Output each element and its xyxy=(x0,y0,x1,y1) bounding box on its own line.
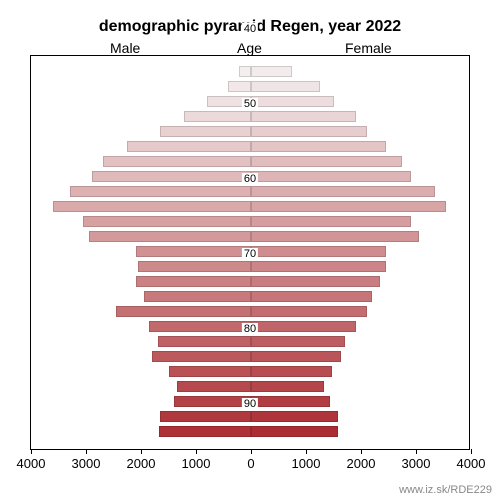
female-bar xyxy=(251,126,367,137)
male-bar xyxy=(184,111,251,122)
male-bar xyxy=(70,186,252,197)
female-bar xyxy=(251,141,386,152)
female-bar xyxy=(251,156,402,167)
female-bar xyxy=(251,66,292,77)
male-bar xyxy=(158,336,252,347)
female-bar xyxy=(251,291,372,302)
female-bar xyxy=(251,426,338,437)
male-bar xyxy=(89,231,251,242)
female-bar xyxy=(251,306,367,317)
x-tick-label: 4000 xyxy=(457,456,486,471)
x-tick-label: 4000 xyxy=(17,456,46,471)
x-tick-label: 0 xyxy=(247,456,254,471)
x-tick-label: 1000 xyxy=(182,456,211,471)
male-bar xyxy=(160,411,251,422)
female-bar xyxy=(251,171,411,182)
male-bar xyxy=(103,156,252,167)
age-tick-label: 90 xyxy=(242,398,258,410)
age-label: Age xyxy=(237,40,262,56)
male-bar xyxy=(177,381,251,392)
male-bar xyxy=(136,276,252,287)
female-bar xyxy=(251,216,411,227)
female-bar xyxy=(251,351,341,362)
female-bar xyxy=(251,201,446,212)
female-bar xyxy=(251,411,338,422)
female-bar xyxy=(251,321,356,332)
male-label: Male xyxy=(110,40,140,56)
x-tick-label: 2000 xyxy=(347,456,376,471)
male-bar xyxy=(116,306,251,317)
female-bar xyxy=(251,81,320,92)
age-tick-label: 40 xyxy=(242,23,258,35)
female-bar xyxy=(251,261,386,272)
age-tick-label: 80 xyxy=(242,323,258,335)
male-bar xyxy=(159,426,251,437)
male-bar xyxy=(149,321,251,332)
x-tick-label: 3000 xyxy=(402,456,431,471)
female-bar xyxy=(251,396,330,407)
female-bar xyxy=(251,246,386,257)
male-bar xyxy=(160,126,251,137)
female-bar xyxy=(251,96,334,107)
male-bar xyxy=(144,291,251,302)
male-bar xyxy=(228,81,251,92)
female-bar xyxy=(251,381,324,392)
x-tick-label: 3000 xyxy=(72,456,101,471)
male-bar xyxy=(174,396,251,407)
female-label: Female xyxy=(345,40,392,56)
female-bar xyxy=(251,231,419,242)
x-tick-label: 1000 xyxy=(292,456,321,471)
female-bar xyxy=(251,276,380,287)
female-bar xyxy=(251,186,435,197)
female-bar xyxy=(251,111,356,122)
age-tick-label: 70 xyxy=(242,248,258,260)
male-bar xyxy=(152,351,251,362)
female-bar xyxy=(251,366,332,377)
female-bar xyxy=(251,336,345,347)
male-bar xyxy=(169,366,252,377)
x-tick-label: 2000 xyxy=(127,456,156,471)
male-bar xyxy=(92,171,252,182)
age-tick-label: 60 xyxy=(242,173,258,185)
male-bar xyxy=(83,216,251,227)
chart-area: 400030002000100001000200030004000 908070… xyxy=(30,55,470,450)
male-bar xyxy=(127,141,251,152)
age-tick-label: 50 xyxy=(242,98,258,110)
footer-source: www.iz.sk/RDE229 xyxy=(399,484,492,496)
male-bar xyxy=(136,246,252,257)
male-bar xyxy=(239,66,251,77)
male-bar xyxy=(138,261,251,272)
male-bar xyxy=(53,201,251,212)
